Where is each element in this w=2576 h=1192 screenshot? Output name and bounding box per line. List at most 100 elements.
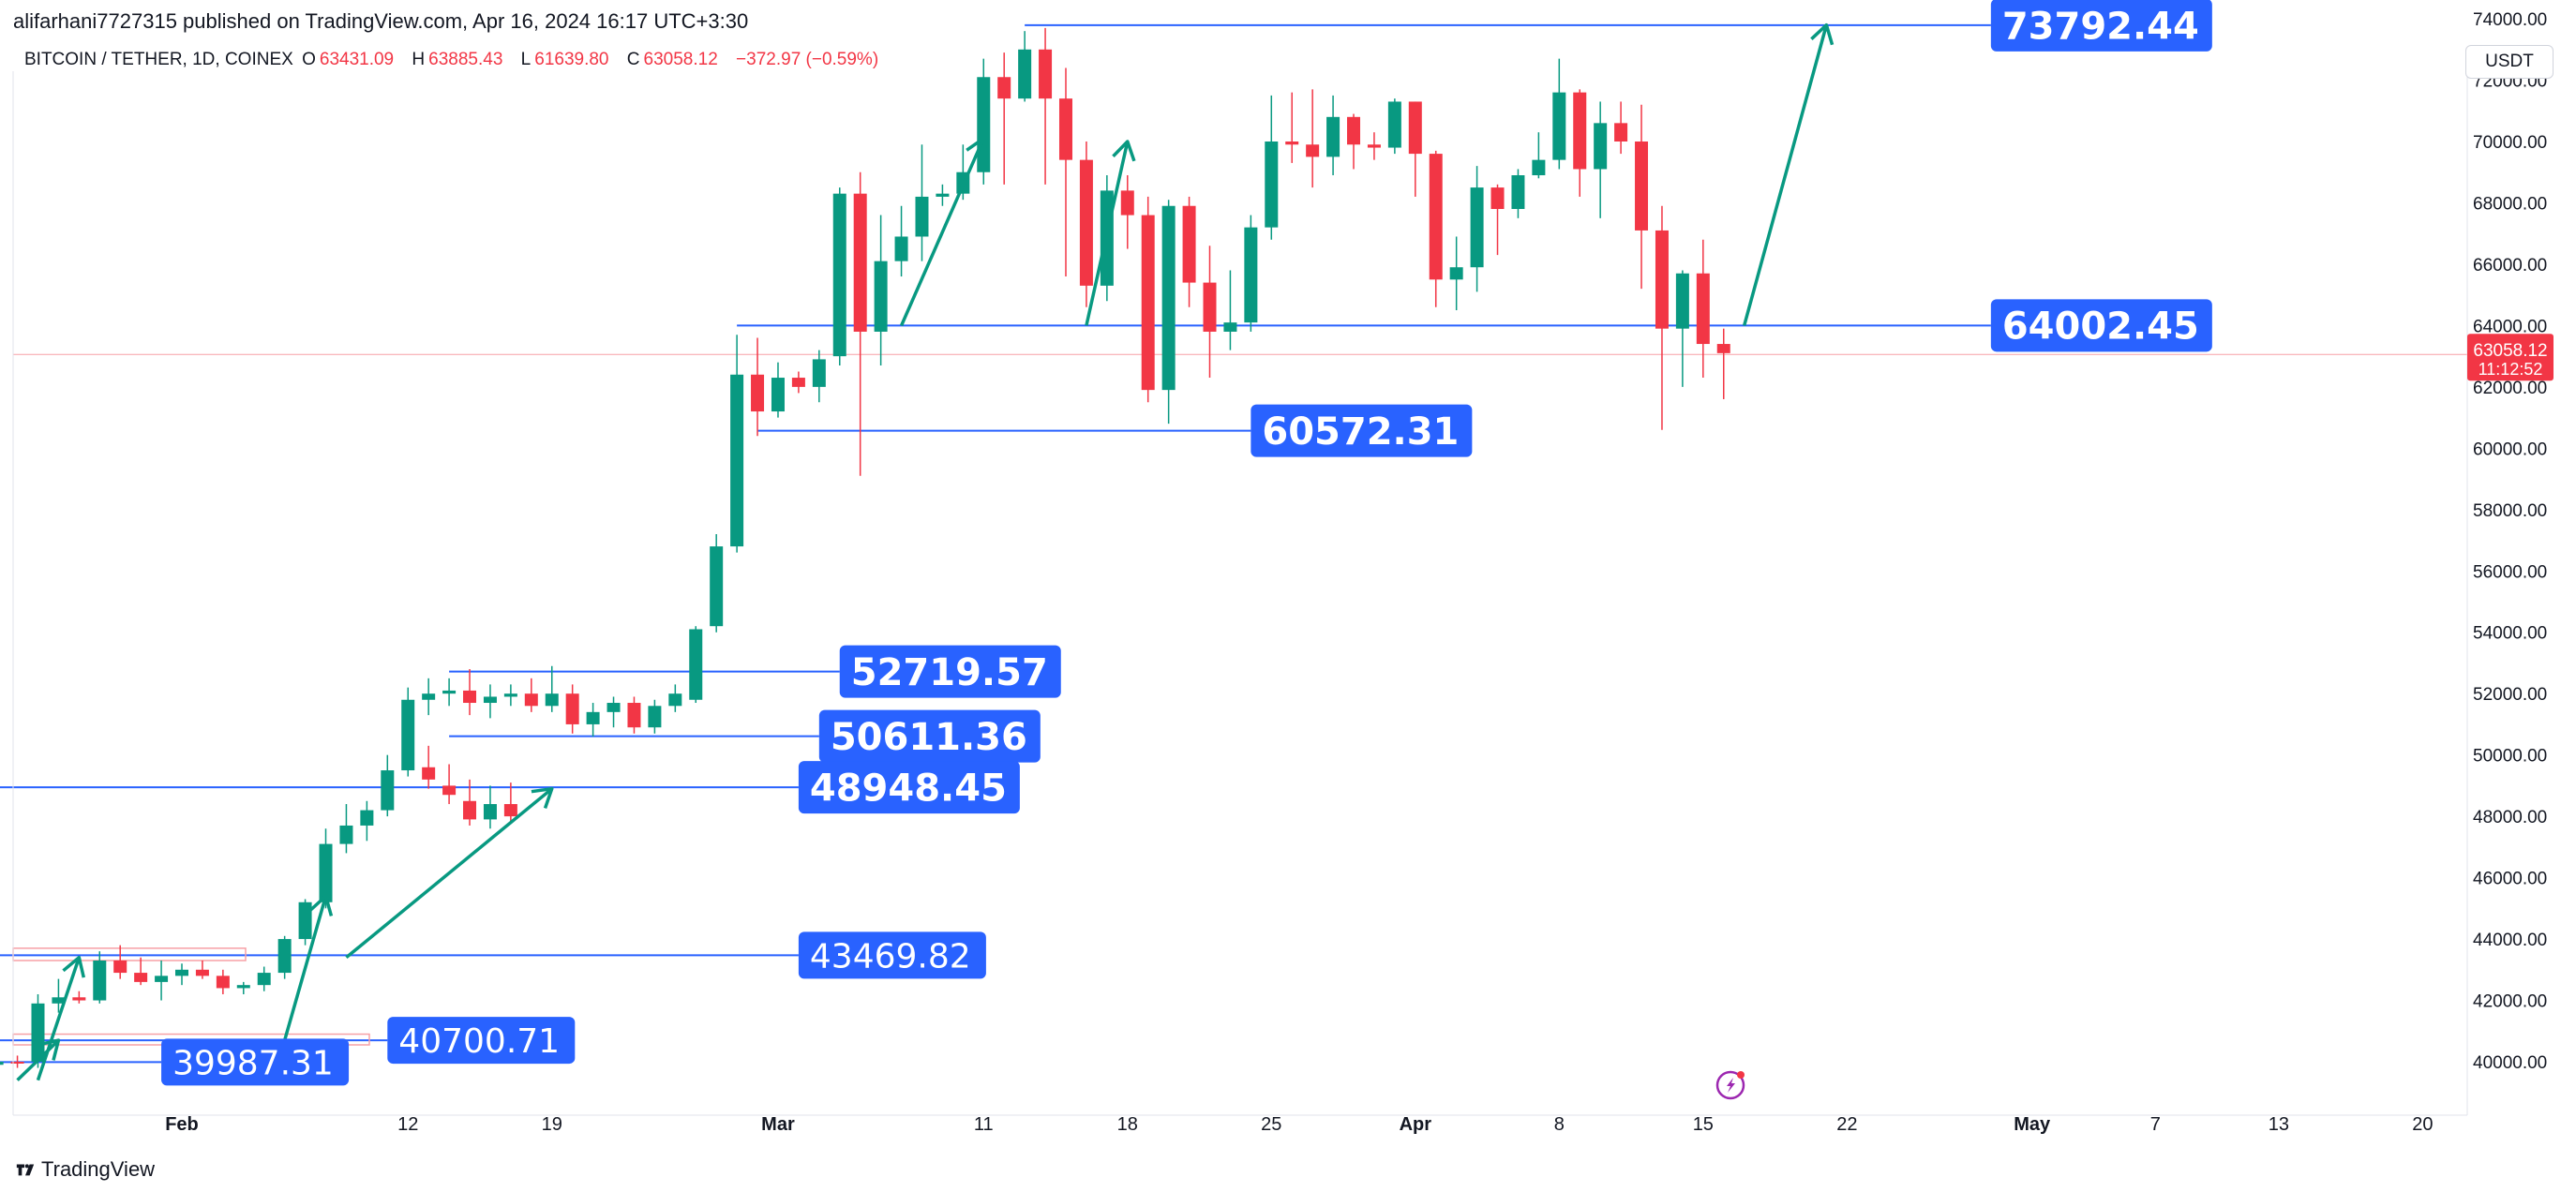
y-tick-label: 68000.00 <box>2473 194 2547 214</box>
candle-72 <box>1367 132 1381 160</box>
candle-44 <box>791 371 805 394</box>
candle-body <box>1306 144 1320 157</box>
x-tick-label: 18 <box>1117 1114 1138 1135</box>
lightning-icon[interactable] <box>1715 1070 1745 1100</box>
trend-arrow-shaft <box>16 1038 60 1081</box>
candle-41 <box>730 335 744 553</box>
candle-35 <box>607 696 621 728</box>
candle-46 <box>832 187 846 365</box>
candle-body <box>853 193 867 332</box>
y-tick-label: 50000.00 <box>2473 747 2547 767</box>
candle-body <box>319 843 333 902</box>
open-value: 63431.09 <box>319 50 395 69</box>
level-label-box <box>161 1038 350 1086</box>
price-badge-countdown: 11:12:52 <box>2479 360 2543 379</box>
candle-body <box>997 77 1011 99</box>
y-tick-label: 56000.00 <box>2473 562 2547 582</box>
candle-body <box>915 196 929 237</box>
level-label-text: 39987.31 <box>172 1044 334 1082</box>
candle-73 <box>1387 98 1401 155</box>
x-tick-label: 8 <box>1554 1114 1565 1135</box>
symbol-name[interactable]: BITCOIN / TETHER, 1D, COINEX <box>24 50 293 69</box>
candle-body <box>134 973 148 982</box>
x-tick-label: Mar <box>761 1114 795 1135</box>
candle-85 <box>1635 104 1649 290</box>
candle-body <box>730 374 744 547</box>
candle-body <box>1635 142 1649 231</box>
tradingview-logo-icon <box>16 1164 35 1176</box>
candle-81 <box>1552 58 1566 170</box>
trend-arrow-shaft <box>1742 24 1829 326</box>
candle-86 <box>1655 205 1669 430</box>
candle-27 <box>442 678 457 707</box>
candle-71 <box>1347 113 1361 170</box>
y-tick-label: 48000.00 <box>2473 808 2547 827</box>
candle-28 <box>463 669 477 716</box>
candle-56 <box>1039 27 1053 185</box>
candle-40 <box>710 533 724 633</box>
y-tick-label: 70000.00 <box>2473 133 2547 153</box>
level-label-box <box>839 645 1061 698</box>
candle-body <box>422 767 436 780</box>
candle-body <box>339 825 353 844</box>
currency-button[interactable]: USDT <box>2465 45 2554 79</box>
footer-brand[interactable]: TradingView <box>15 1156 155 1183</box>
candle-24 <box>483 785 497 829</box>
y-tick-label: 62000.00 <box>2473 379 2547 398</box>
candle-78 <box>1490 184 1505 256</box>
candle-body <box>10 1062 24 1064</box>
candle-3 <box>52 978 66 1013</box>
level-label-8: 39987.31 <box>161 1038 350 1086</box>
levels-layer <box>0 23 1991 1064</box>
candle-body <box>503 804 517 817</box>
candle-57 <box>1058 67 1072 277</box>
candle-31 <box>524 678 538 712</box>
level-label-box <box>387 1017 576 1065</box>
level-label-5: 48948.45 <box>798 761 1020 814</box>
candle-body <box>93 960 107 1001</box>
x-tick-label: May <box>2014 1114 2051 1135</box>
level-label-text: 52719.57 <box>851 651 1048 694</box>
close-label: C <box>626 50 640 69</box>
candle-64 <box>1203 246 1217 379</box>
level-label-box <box>1251 404 1473 457</box>
trend-arrow-3 <box>345 786 554 960</box>
candle-68 <box>1285 92 1299 163</box>
candle-21 <box>422 745 436 789</box>
candle-74 <box>1408 101 1422 197</box>
candle-13 <box>257 966 271 991</box>
x-tick-label: Feb <box>165 1114 199 1135</box>
candle-17 <box>339 804 353 854</box>
candle-body <box>1326 116 1340 157</box>
candle-58 <box>1079 142 1093 307</box>
candle-7 <box>134 957 148 986</box>
x-tick-label: 13 <box>2269 1114 2289 1135</box>
candle-4 <box>72 991 86 1004</box>
candle-29 <box>483 684 497 719</box>
candle-body <box>1141 215 1155 391</box>
candle-9 <box>175 963 188 986</box>
candle-76 <box>1449 236 1463 311</box>
candle-body <box>1039 49 1053 99</box>
candle-45 <box>812 350 826 403</box>
trend-arrow-1 <box>36 955 86 1081</box>
candle-42 <box>751 337 765 437</box>
level-label-text: 40700.71 <box>398 1022 560 1061</box>
level-label-box <box>798 931 986 979</box>
candle-body <box>607 703 621 712</box>
candle-62 <box>1161 200 1176 425</box>
candle-12 <box>236 981 250 994</box>
close-value: 63058.12 <box>643 50 718 69</box>
candle-body <box>155 976 169 982</box>
candle-30 <box>503 684 517 707</box>
candle-66 <box>1244 215 1258 332</box>
low-label: L <box>520 50 532 69</box>
level-label-4: 50611.36 <box>818 709 1041 763</box>
candle-body <box>545 693 559 707</box>
level-label-3: 52719.57 <box>839 645 1061 698</box>
candle-body <box>1429 154 1443 280</box>
candle-body <box>175 969 188 976</box>
y-tick-label: 42000.00 <box>2473 992 2547 1012</box>
